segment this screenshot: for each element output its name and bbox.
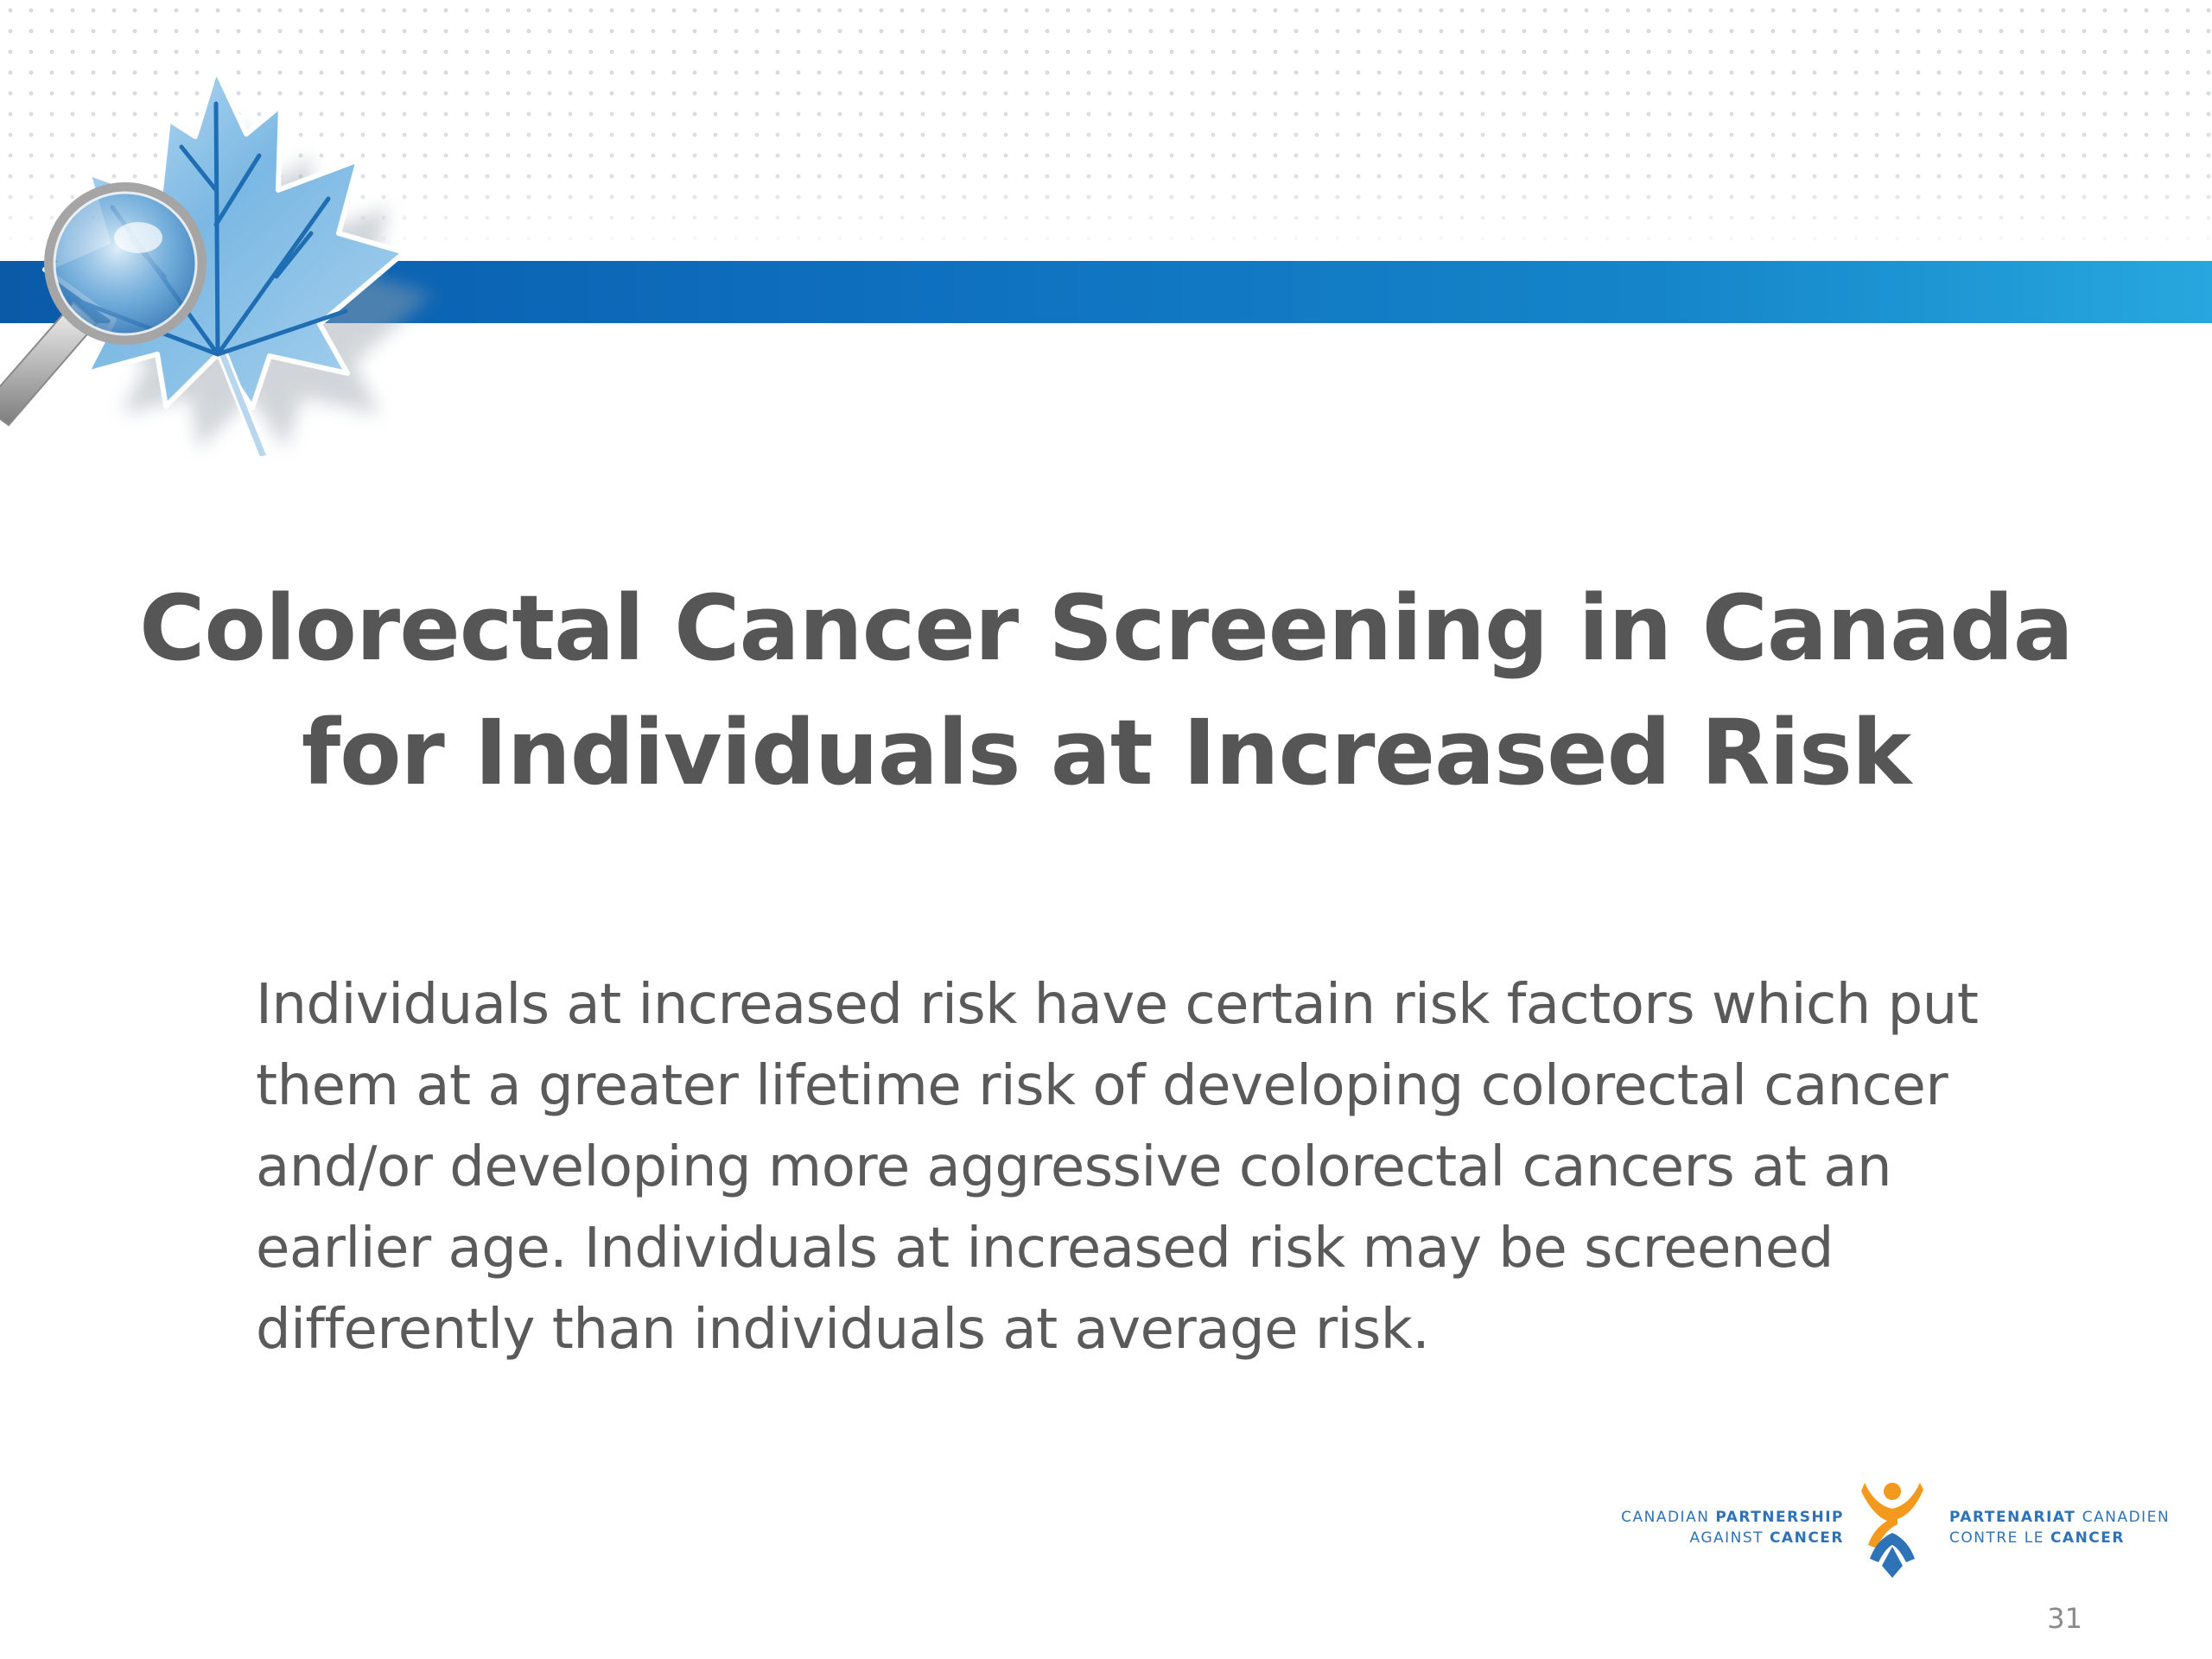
magnifying-glass-icon (44, 182, 207, 345)
title-line: for Individuals at Increased Risk (301, 700, 1911, 805)
body-paragraph: Individuals at increased risk have certa… (256, 964, 1984, 1370)
body-line: and/or developing more aggressive colore… (256, 1135, 1892, 1199)
partnership-figure-icon (1861, 1483, 1923, 1578)
body-line: Individuals at increased risk have certa… (256, 973, 1979, 1037)
logo-text-french: PARTENARIAT CANADIEN CONTRE LE CANCER (1949, 1509, 2171, 1547)
maple-leaf-magnifier-graphic (0, 67, 432, 460)
slide-title: Colorectal Cancer Screening in Canada fo… (138, 566, 2074, 815)
partnership-logo: CANADIAN PARTNERSHIP AGAINST CANCER PART… (1621, 1479, 2169, 1580)
title-line: Colorectal Cancer Screening in Canada (139, 575, 2074, 681)
page-number: 31 (2047, 1602, 2082, 1635)
logo-text-english: CANADIAN PARTNERSHIP AGAINST CANCER (1621, 1509, 1844, 1547)
body-line: earlier age. Individuals at increased ri… (256, 1217, 1834, 1281)
body-line: them at a greater lifetime risk of devel… (256, 1054, 1948, 1118)
body-line: differently than individuals at average … (256, 1298, 1430, 1362)
